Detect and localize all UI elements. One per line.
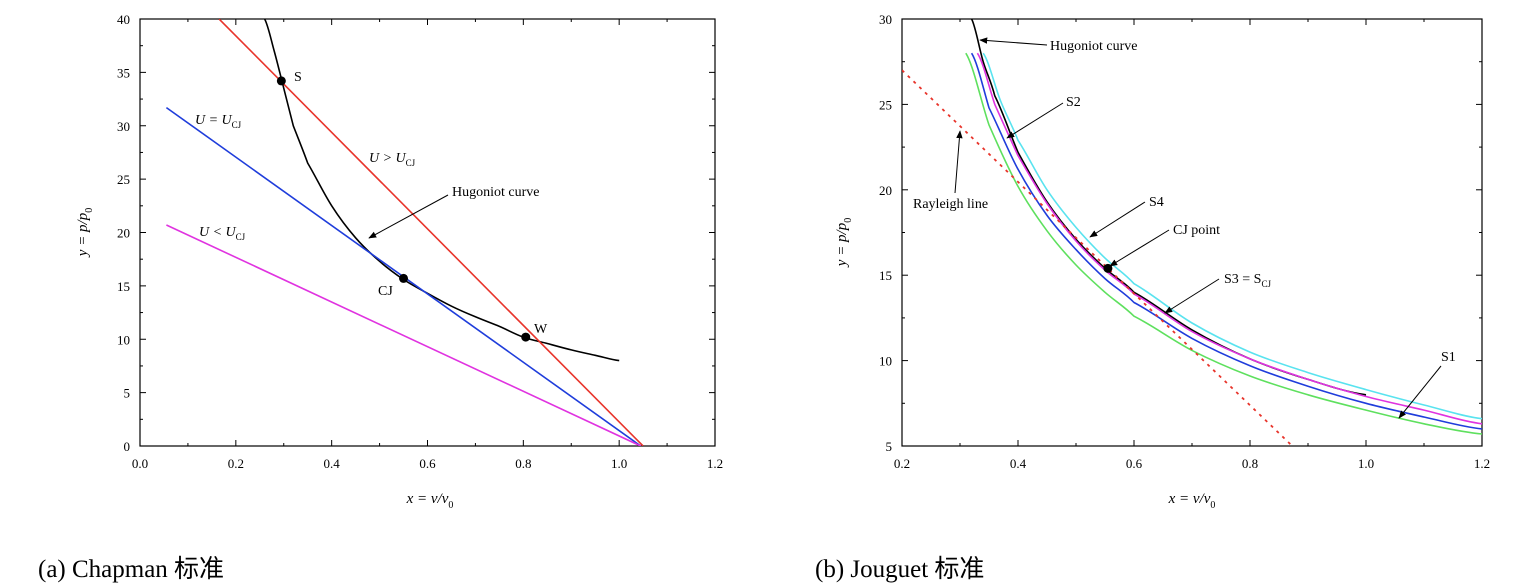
chart-a-ytick-label: 25 <box>117 172 130 187</box>
chart-a-xtick-label: 0.0 <box>132 456 148 471</box>
series-s1-b <box>965 52 1482 435</box>
chart-b-series <box>902 19 1482 446</box>
point-cj-a <box>399 273 409 283</box>
chart-a-xtick-label: 0.4 <box>324 456 341 471</box>
annotation-rayleigh: Rayleigh line <box>913 197 988 212</box>
chart-a-xtick-label: 0.6 <box>419 456 436 471</box>
point-label-cj: CJ <box>378 284 393 299</box>
annotation-u-gt-sub: CJ <box>406 158 416 168</box>
chart-a-xtick-label: 1.0 <box>611 456 627 471</box>
chart-b: 0.2 0.4 0.6 0.8 1.0 1.2 5 10 15 20 25 30 Hugoniot c… <box>834 12 1490 511</box>
chart-a-ytick-label: 5 <box>124 386 131 401</box>
chart-a-xtick-label: 0.8 <box>515 456 531 471</box>
caption-a: (a) Chapman 标准 <box>38 556 225 583</box>
annotation-u-eq: U = UCJ <box>195 113 242 130</box>
annotation-hugoniot-a: Hugoniot curve <box>452 185 539 200</box>
series-hugoniot-curve-a <box>263 19 620 362</box>
arrow-s3 <box>1164 278 1220 314</box>
series-s4-b <box>982 52 1482 420</box>
chart-a-xtick-label: 0.2 <box>228 456 244 471</box>
chart-b-xlabel-sub: 0 <box>1210 500 1215 511</box>
chart-b-xtick-label: 0.4 <box>1010 456 1027 471</box>
chart-a-ytick-label: 30 <box>117 119 130 134</box>
chart-b-xtick-label: 0.8 <box>1242 456 1258 471</box>
arrow-s4 <box>1089 201 1146 238</box>
chart-b-xlabel-main: x = v/v <box>1168 491 1211 507</box>
annotation-hugoniot-b: Hugoniot curve <box>1050 39 1137 54</box>
chart-a-ytick-label: 15 <box>117 279 130 294</box>
chart-b-ytick-label: 5 <box>886 439 893 454</box>
chart-b-ytick-label: 15 <box>879 268 892 283</box>
series-u-u-cj-a <box>218 19 644 446</box>
chart-b-xtick-label: 0.6 <box>1126 456 1143 471</box>
chart-a-ytick-label: 10 <box>117 332 130 347</box>
series-rayleigh-line-b <box>902 69 1293 446</box>
chart-a-xtick-label: 1.2 <box>707 456 723 471</box>
caption-b: (b) Jouguet 标准 <box>815 556 985 583</box>
annotation-s4: S4 <box>1149 195 1164 210</box>
series-s2-b <box>970 52 1482 430</box>
chart-b-xtick-label: 1.2 <box>1474 456 1490 471</box>
chart-a-ytick-label: 35 <box>117 65 130 80</box>
arrow-cj-point <box>1109 229 1170 267</box>
chart-a-ytick-label: 20 <box>117 226 130 241</box>
chart-a-xlabel-sub: 0 <box>448 500 453 511</box>
chart-a-ytick-label: 0 <box>124 439 131 454</box>
chart-b-ytick-label: 20 <box>879 183 892 198</box>
chart-a-points <box>276 76 531 342</box>
annotation-u-lt-main: U < U <box>199 225 237 240</box>
chart-b-xtick-label: 0.2 <box>894 456 910 471</box>
chart-a-ytick-label: 40 <box>117 12 130 27</box>
annotation-s3: S3 = SCJ <box>1224 272 1271 289</box>
arrow-hugoniot-a <box>368 194 449 239</box>
chart-a-xlabel: x = v/v0 <box>406 491 454 511</box>
point-w-a <box>521 332 531 342</box>
chart-b-ylabel-main: y = p/p <box>834 222 850 268</box>
chart-b-ylabel-sub: 0 <box>843 218 854 223</box>
arrow-s1 <box>1398 365 1442 419</box>
chart-b-ytick-label: 25 <box>879 97 892 112</box>
annotation-u-eq-main: U = U <box>195 113 233 128</box>
chart-a-xlabel-main: x = v/v <box>406 491 449 507</box>
chart-a-ylabel-sub: 0 <box>84 208 95 213</box>
annotation-u-lt: U < UCJ <box>199 225 246 242</box>
annotation-s3-sub: CJ <box>1261 279 1271 289</box>
annotation-cj-point: CJ point <box>1173 223 1220 238</box>
point-label-w: W <box>534 322 548 337</box>
annotation-s2: S2 <box>1066 95 1081 110</box>
chart-b-ytick-label: 30 <box>879 12 892 27</box>
series-u-u-cj-a <box>166 224 642 446</box>
arrow-rayleigh <box>954 130 963 194</box>
arrow-s2 <box>1006 102 1064 139</box>
point-s-a <box>276 76 286 86</box>
chart-a-ticks: 0.0 0.2 0.4 0.6 0.8 1.0 1.2 0 5 10 15 20 25 30 35 40 <box>117 12 723 471</box>
annotation-u-gt-main: U > U <box>369 151 407 166</box>
chart-b-xtick-label: 1.0 <box>1358 456 1374 471</box>
annotation-s1: S1 <box>1441 350 1456 365</box>
chart-a-ylabel-main: y = p/p <box>75 212 91 258</box>
annotation-u-gt: U > UCJ <box>369 151 416 168</box>
chart-b-ytick-label: 10 <box>879 354 892 369</box>
chart-b-xlabel: x = v/v0 <box>1168 491 1216 511</box>
chart-b-ticks: 0.2 0.4 0.6 0.8 1.0 1.2 5 10 15 20 25 30 <box>879 12 1490 471</box>
annotation-u-eq-sub: CJ <box>232 120 242 130</box>
point-label-s: S <box>294 70 302 85</box>
chart-b-ylabel: y = p/p0 <box>834 218 854 268</box>
annotation-u-lt-sub: CJ <box>236 232 246 242</box>
arrow-hugoniot-b <box>979 37 1048 46</box>
chart-a-ylabel: y = p/p0 <box>75 208 95 258</box>
annotation-s3-main: S3 = S <box>1224 272 1261 287</box>
